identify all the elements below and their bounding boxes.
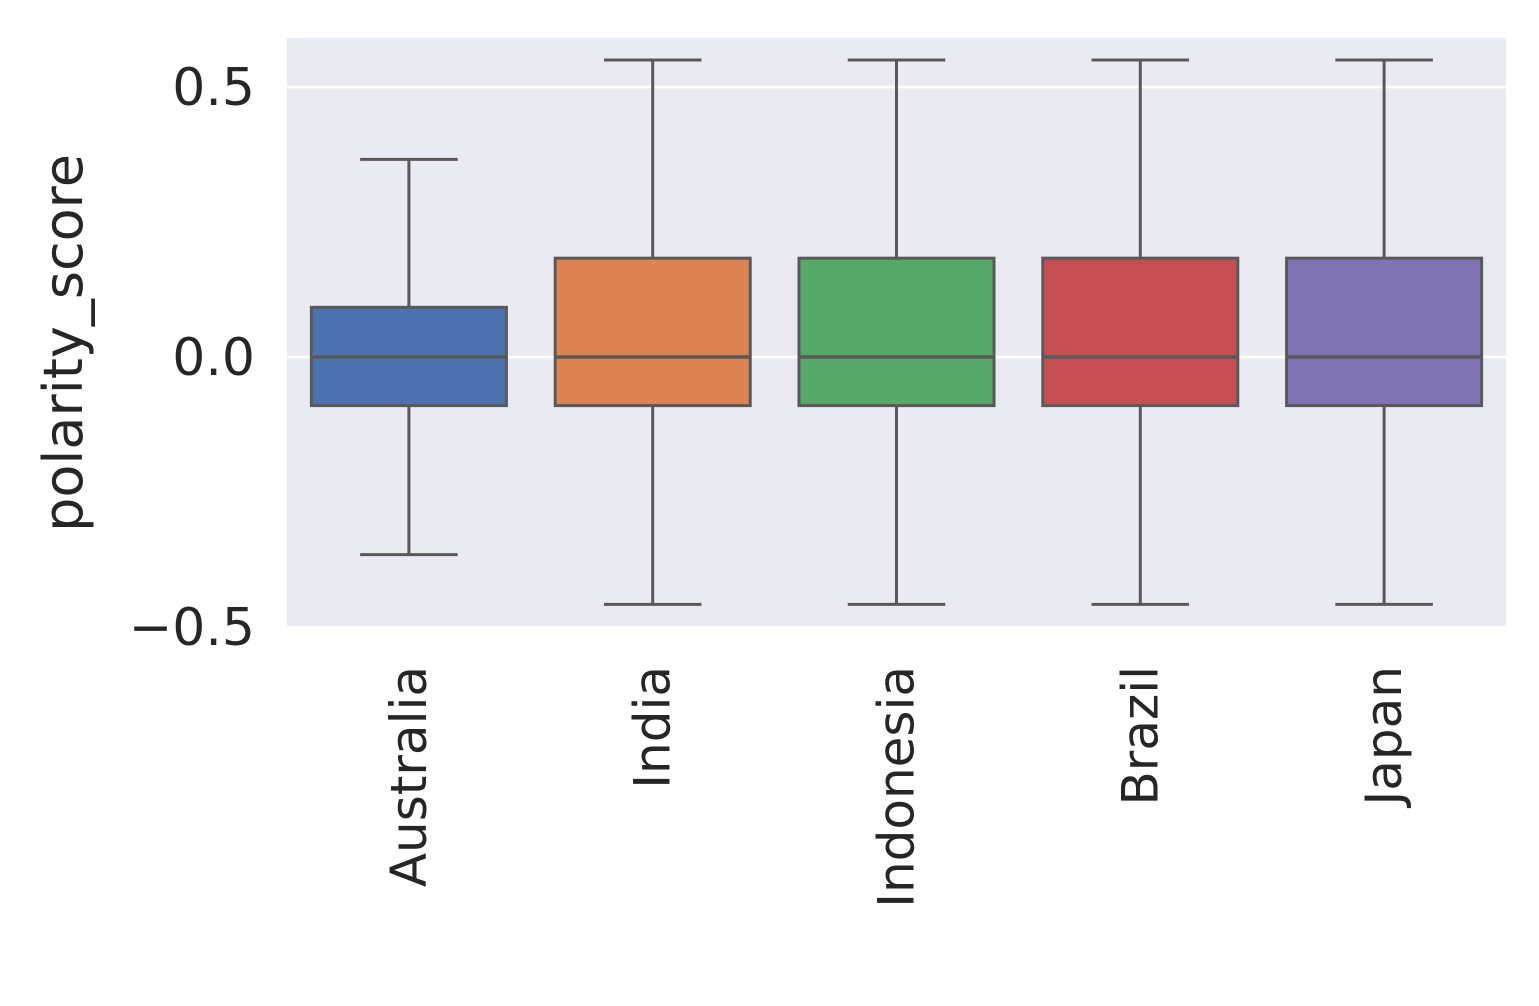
iqr-box (797, 256, 996, 408)
y-tick-labels: 0.5 0.0 −0.5 (129, 58, 255, 658)
x-tick-label: India (624, 666, 682, 789)
box-japan (1285, 58, 1484, 606)
x-tick-label: Australia (380, 666, 438, 887)
x-tick-label: Brazil (1111, 666, 1169, 806)
iqr-box (1041, 256, 1240, 408)
y-tick-label: 0.0 (172, 328, 255, 388)
iqr-box (1285, 256, 1484, 408)
box-brazil (1041, 58, 1240, 606)
box-australia (309, 157, 508, 557)
box-indonesia (797, 58, 996, 606)
x-tick-label: Indonesia (868, 666, 926, 908)
iqr-box (553, 256, 752, 408)
y-tick-label: 0.5 (172, 58, 255, 118)
x-tick-label: Japan (1355, 666, 1413, 808)
y-tick-label: −0.5 (129, 598, 255, 658)
box-india (553, 58, 752, 606)
x-tick-labels: Australia India Indonesia Brazil Japan (380, 666, 1413, 908)
boxes-layer (309, 58, 1484, 606)
y-axis-label: polarity_score (32, 154, 95, 532)
